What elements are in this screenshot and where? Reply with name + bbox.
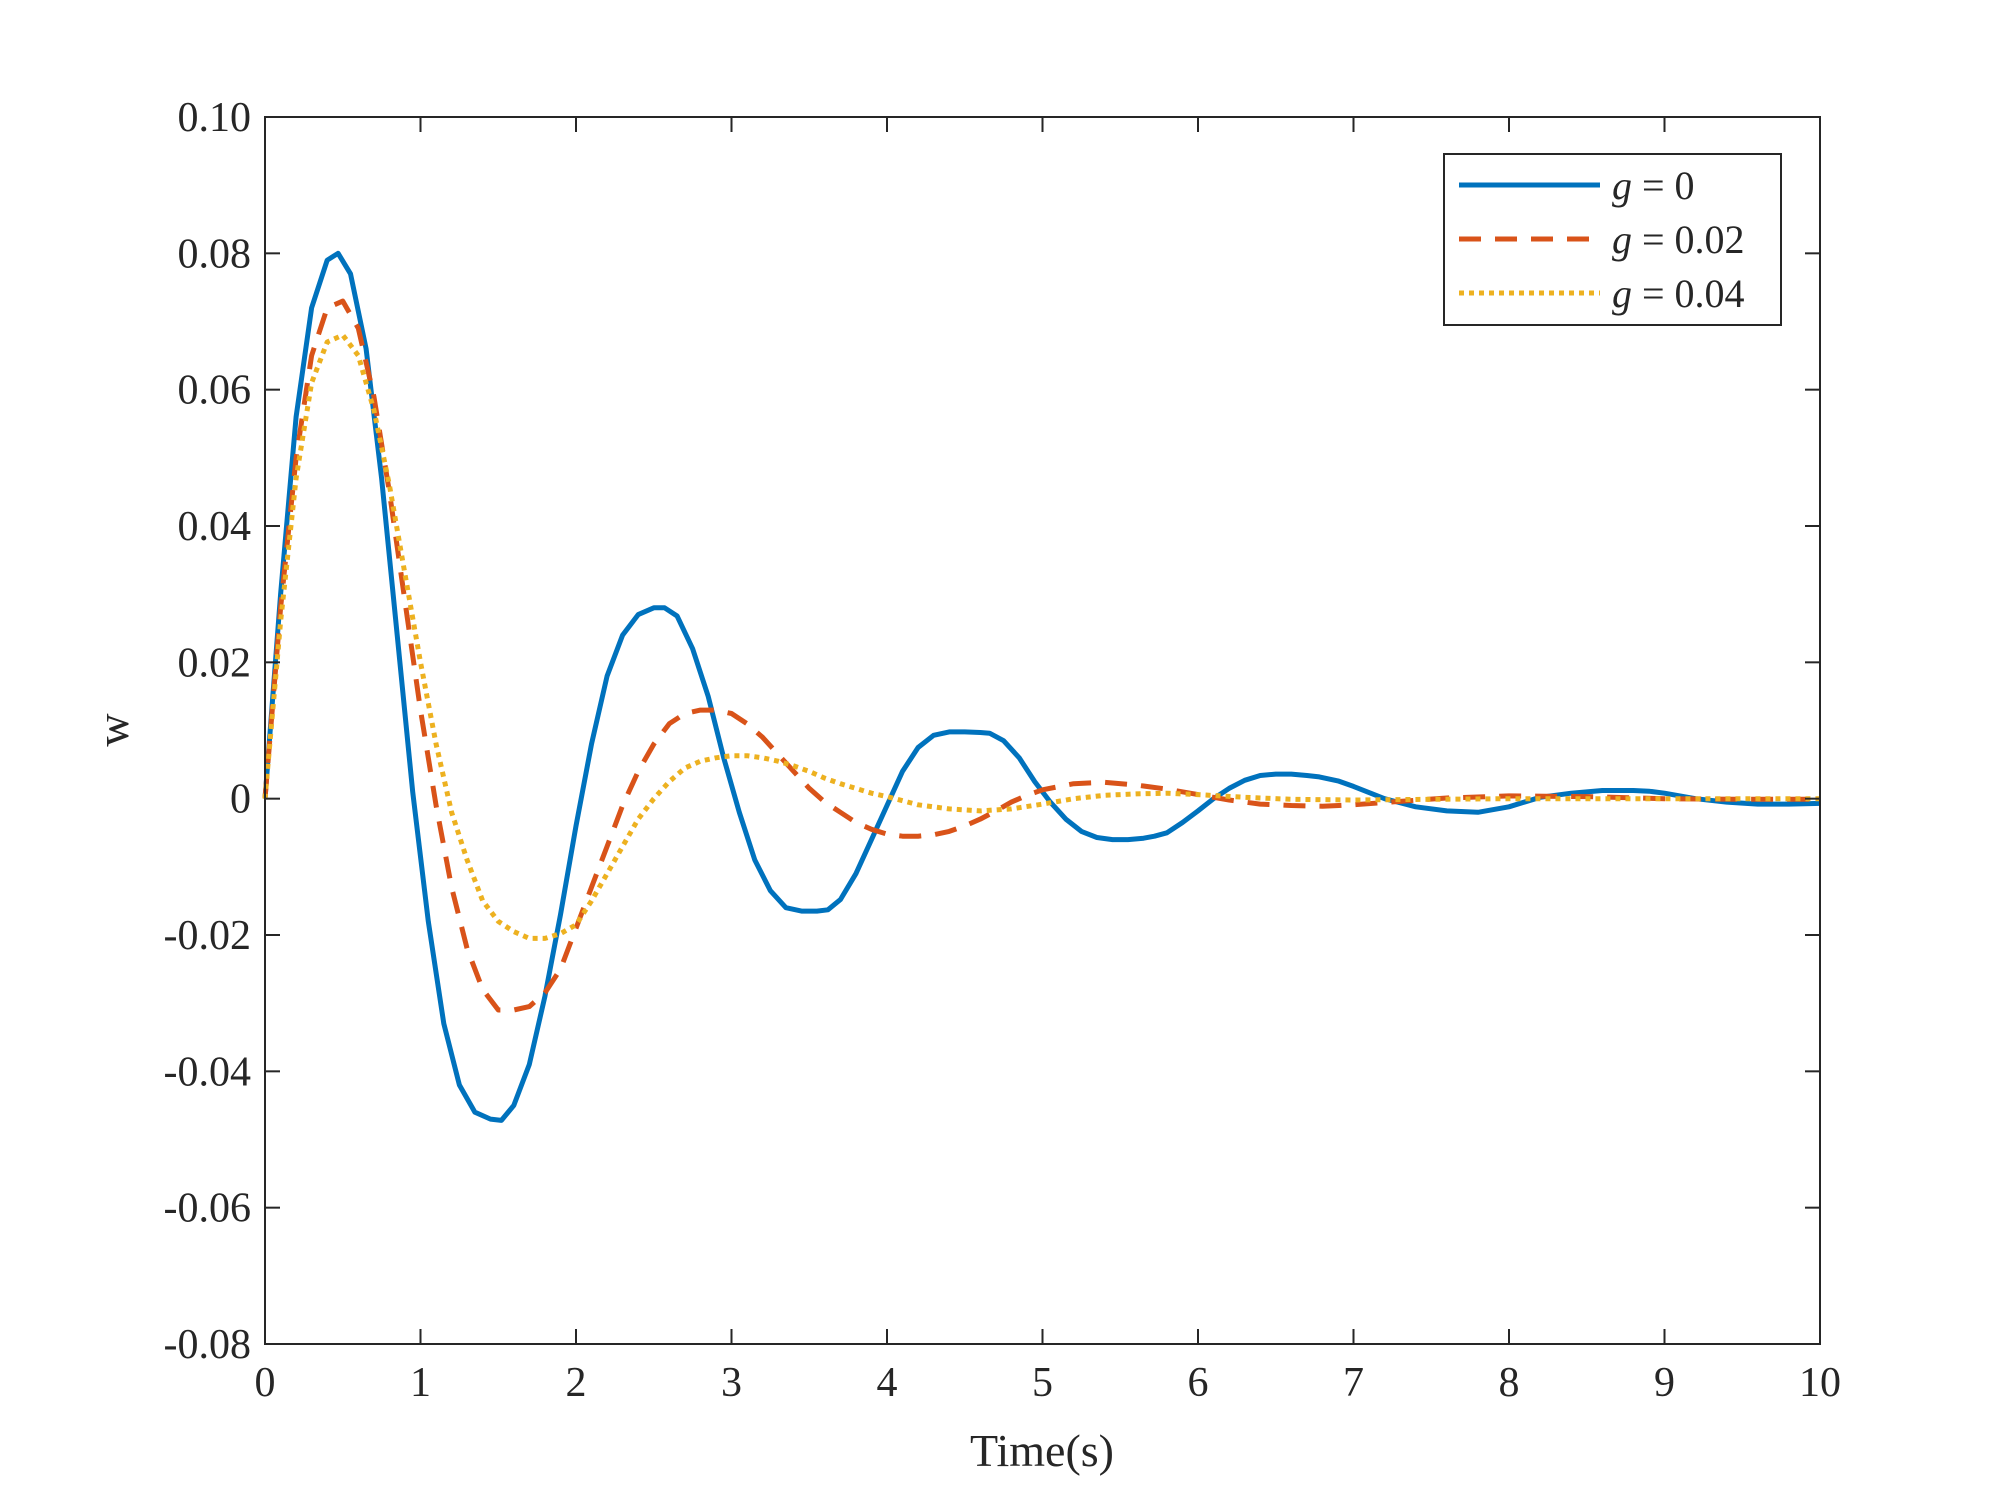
x-tick-label-7: 7 [1343, 1360, 1364, 1406]
y-tick-label-0: -0.08 [164, 1322, 252, 1368]
x-tick-label-4: 4 [877, 1360, 898, 1406]
legend-eq-g0: = 0 [1632, 163, 1695, 208]
legend-eq-g004: = 0.04 [1632, 271, 1745, 316]
legend-var-g004: g [1612, 271, 1632, 316]
tick-layer [264, 116, 1821, 1345]
y-tick-label-1: -0.06 [164, 1186, 252, 1232]
x-tick-label-10: 10 [1799, 1360, 1841, 1406]
x-tick-label-9: 9 [1654, 1360, 1675, 1406]
series-layer [262, 250, 1821, 1123]
x-tick-label-6: 6 [1188, 1360, 1209, 1406]
x-tick-label-1: 1 [410, 1360, 431, 1406]
legend-var-g0: g [1612, 163, 1632, 208]
x-tick-label-0: 0 [255, 1360, 276, 1406]
x-tick-label-2: 2 [566, 1360, 587, 1406]
y-tick-label-4: 0 [230, 777, 251, 823]
y-tick-label-2: -0.04 [164, 1049, 252, 1095]
series-line-2 [262, 332, 1820, 941]
legend-label-g004: g = 0.04 [1612, 271, 1745, 316]
y-tick-label-3: -0.02 [164, 913, 252, 959]
tick-label-layer: 0 1 2 3 4 5 6 7 8 9 10 -0.08 -0.06 -0.04 -0.02 0 0.02 0.0… [164, 95, 1842, 1406]
x-tick-label-8: 8 [1499, 1360, 1520, 1406]
x-tick-label-3: 3 [721, 1360, 742, 1406]
legend-label-g0: g = 0 [1612, 163, 1695, 208]
x-axis-title: Time(s) [970, 1425, 1114, 1476]
y-axis-title: w [87, 713, 138, 747]
y-tick-label-9: 0.10 [178, 95, 252, 141]
y-tick-label-6: 0.04 [178, 504, 252, 550]
legend: g = 0 g = 0.02 g = 0.04 [1443, 153, 1782, 326]
y-tick-label-8: 0.08 [178, 231, 252, 277]
x-tick-label-5: 5 [1032, 1360, 1053, 1406]
legend-var-g002: g [1612, 217, 1632, 262]
legend-eq-g002: = 0.02 [1632, 217, 1745, 262]
y-tick-label-5: 0.02 [178, 640, 252, 686]
axes-box [264, 116, 1821, 1345]
y-tick-label-7: 0.06 [178, 368, 252, 414]
legend-label-g002: g = 0.02 [1612, 217, 1745, 262]
